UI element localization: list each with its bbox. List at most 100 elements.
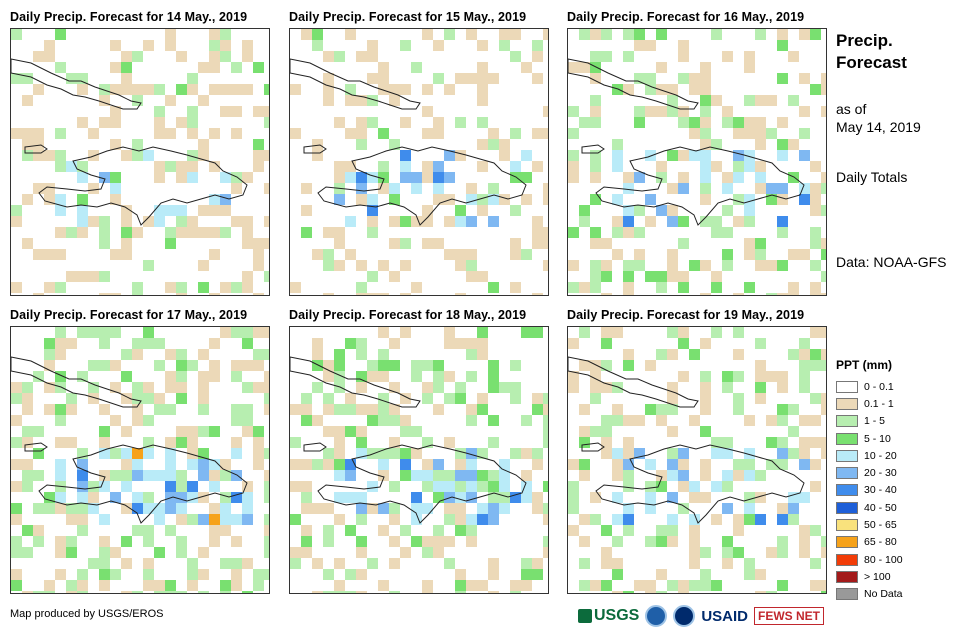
precip-cell [378,349,389,360]
precip-cell [165,95,176,106]
precip-cell [532,238,543,249]
precip-cell [755,360,766,371]
precip-cell [209,503,220,514]
precip-cell [99,172,110,183]
precip-cell [678,106,689,117]
precip-cell [722,249,733,260]
precip-cell [356,117,367,128]
precip-cell [77,503,88,514]
precip-cell [378,459,389,470]
precip-cell [579,580,590,591]
precip-cell [209,459,220,470]
precip-cell [77,227,88,238]
precip-cell [711,437,722,448]
precip-cell [290,128,301,139]
precip-cell [521,569,532,580]
precip-cell [88,360,99,371]
precip-cell [689,128,700,139]
precip-cell [700,426,711,437]
precip-cell [143,216,154,227]
precip-cell [66,503,77,514]
precip-cell [777,29,788,40]
as-of-label: as of [836,101,867,117]
precip-cell [345,95,356,106]
legend-swatch [836,380,858,393]
precip-cell [777,448,788,459]
precip-cell [579,437,590,448]
precip-cell [711,448,722,459]
precip-cell [700,338,711,349]
precip-cell [590,514,601,525]
precip-cell [187,216,198,227]
legend-item: 0 - 0.1 [836,378,956,395]
precip-cell [209,426,220,437]
precip-cell [154,216,165,227]
precip-cell [165,349,176,360]
precip-cell [689,580,700,591]
precip-cell [645,150,656,161]
precip-cell [422,360,433,371]
precip-cell [700,459,711,470]
precip-cell [744,459,755,470]
precip-cell [532,558,543,569]
precip-cell [777,117,788,128]
precip-cell [110,382,121,393]
precip-cell [777,139,788,150]
precip-cell [301,415,312,426]
precip-cell [220,492,231,503]
precip-cell [176,393,187,404]
precip-cell [799,448,810,459]
precip-cell [466,536,477,547]
precip-cell [231,183,242,194]
precip-cell [744,558,755,569]
precip-cell [667,216,678,227]
precip-cell [77,514,88,525]
precip-cell [367,360,378,371]
precip-cell [110,415,121,426]
precip-cell [799,525,810,536]
precip-cell [253,569,264,580]
precip-cell [378,62,389,73]
precip-cell [744,470,755,481]
precip-cell [165,591,176,593]
precip-cell [176,492,187,503]
precip-cell [367,172,378,183]
precip-cell [689,514,700,525]
precip-cell [176,514,187,525]
precip-cell [422,172,433,183]
precip-cell [264,525,269,536]
precip-cell [510,249,521,260]
forecast-panel-2: Daily Precip. Forecast for 15 May., 2019 [289,10,549,296]
precip-cell [521,327,532,338]
precip-cell [623,29,634,40]
precip-cell [433,481,444,492]
precip-cell [733,194,744,205]
cuba-outline [11,58,142,110]
precip-cell [700,62,711,73]
precip-cell [312,349,323,360]
precip-cell [132,492,143,503]
precip-cell [242,558,253,569]
precip-cell [477,327,488,338]
precip-cell [99,404,110,415]
precip-cell [231,492,242,503]
precip-cell [378,327,389,338]
precip-cell [77,459,88,470]
precip-cell [400,117,411,128]
precip-cell [77,161,88,172]
precip-cell [612,569,623,580]
precip-cell [532,216,543,227]
precip-cell [290,459,301,470]
precip-cell [264,514,269,525]
precip-cell [755,338,766,349]
precip-cell [601,260,612,271]
precip-cell [231,580,242,591]
precip-cell [253,580,264,591]
precip-cell [656,569,667,580]
precip-cell [590,227,601,238]
precip-cell [356,404,367,415]
precip-cell [810,393,821,404]
precip-cell [253,139,264,150]
precip-cell [110,547,121,558]
precip-cell [656,415,667,426]
